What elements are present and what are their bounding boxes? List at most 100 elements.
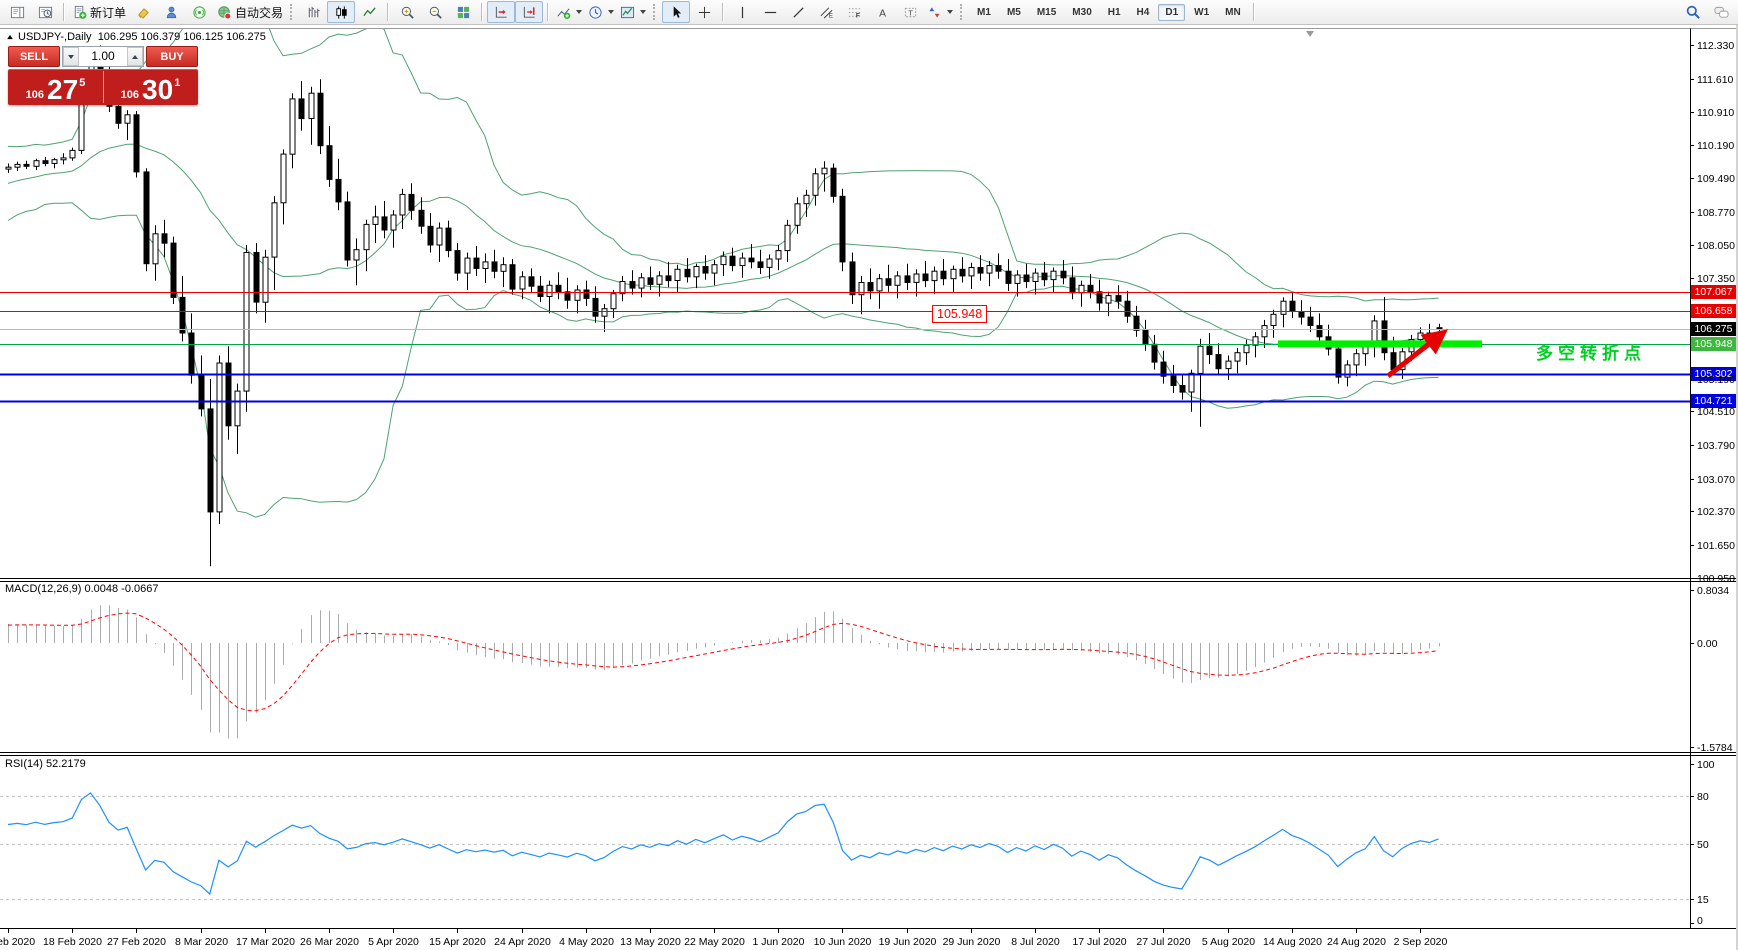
dropdown-caret bbox=[576, 10, 583, 14]
tab-timeframe-M15[interactable]: M15 bbox=[1036, 6, 1057, 18]
market-watch-button[interactable] bbox=[157, 1, 185, 23]
auto-scroll-button[interactable] bbox=[487, 1, 516, 23]
metaeditor-icon bbox=[136, 5, 151, 20]
templates-button[interactable] bbox=[617, 1, 649, 23]
vertical-line-icon bbox=[735, 5, 750, 20]
vertical-line-tool-button[interactable] bbox=[728, 1, 756, 23]
rsi-indicator-label: RSI(14) 52.2179 bbox=[5, 758, 86, 770]
tab-timeframe-M30[interactable]: M30 bbox=[1072, 6, 1092, 18]
zoom-out-button[interactable] bbox=[421, 1, 449, 23]
candlestick-mode-button[interactable] bbox=[327, 1, 356, 23]
arrow-objects-icon bbox=[927, 5, 942, 20]
symbol-period-label: USDJPY-,Daily bbox=[18, 31, 92, 43]
support-price-label[interactable]: 105.948 bbox=[932, 305, 988, 323]
toolbar-grip bbox=[960, 4, 965, 20]
cursor-tool-button[interactable] bbox=[662, 1, 691, 23]
text-tool-button[interactable]: A bbox=[868, 1, 896, 23]
tab-timeframe-D1[interactable]: D1 bbox=[1158, 3, 1186, 21]
tab-timeframe-H1[interactable]: H1 bbox=[1107, 6, 1121, 18]
channel-tool-button[interactable]: E bbox=[812, 1, 840, 23]
tab-timeframe-W1[interactable]: W1 bbox=[1194, 6, 1210, 18]
ohlc-readout: 106.295 106.379 106.125 106.275 bbox=[97, 31, 266, 43]
search-button[interactable] bbox=[1679, 1, 1707, 23]
buy-price-handle: 106 bbox=[120, 88, 140, 101]
text-label-tool-button[interactable]: T bbox=[896, 1, 924, 23]
buy-price-pip-digit: 1 bbox=[174, 77, 181, 89]
timeframe-group: M1 M5 M15 M30 H1 H4 D1 W1 MN bbox=[969, 3, 1249, 21]
chart-shift-marker-icon[interactable] bbox=[1306, 31, 1314, 37]
one-click-trading-panel: SELL 1.00 BUY 106 27 5 106 30 1 bbox=[8, 46, 198, 105]
sell-price-pip-digit: 5 bbox=[79, 77, 86, 89]
toolbar-separator bbox=[547, 3, 550, 21]
new-order-button[interactable]: 新订单 bbox=[69, 1, 129, 23]
text-icon: A bbox=[875, 5, 890, 20]
chat-icon bbox=[1713, 5, 1730, 20]
buy-price-big-digits: 30 bbox=[142, 73, 174, 105]
line-chart-icon bbox=[362, 5, 377, 20]
bar-chart-mode-button[interactable] bbox=[299, 1, 327, 23]
volume-decrease-button[interactable] bbox=[63, 47, 79, 66]
triangle-down-icon bbox=[68, 54, 74, 59]
dropdown-caret bbox=[947, 10, 954, 14]
svg-text:E: E bbox=[828, 12, 832, 19]
toolbar-separator bbox=[481, 3, 484, 21]
buy-price[interactable]: 106 30 1 bbox=[103, 69, 198, 105]
periods-button[interactable] bbox=[585, 1, 617, 23]
svg-text:F: F bbox=[855, 12, 859, 19]
arrows-tool-button[interactable] bbox=[924, 1, 956, 23]
metaeditor-button[interactable] bbox=[129, 1, 157, 23]
cursor-icon bbox=[669, 5, 684, 20]
toolbar-separator bbox=[1252, 3, 1255, 21]
chat-button[interactable] bbox=[1707, 1, 1735, 23]
text-label-icon: T bbox=[903, 5, 918, 20]
autotrading-button[interactable]: 自动交易 bbox=[213, 1, 286, 23]
toolbar-grip bbox=[653, 4, 658, 20]
sell-button[interactable]: SELL bbox=[8, 46, 60, 67]
tab-timeframe-H4[interactable]: H4 bbox=[1136, 6, 1150, 18]
dropdown-caret bbox=[608, 10, 615, 14]
autotrading-icon bbox=[216, 5, 232, 20]
tile-windows-button[interactable] bbox=[449, 1, 477, 23]
main-toolbar: 新订单 自动交易 E F A T bbox=[0, 0, 1738, 25]
indicators-button[interactable] bbox=[553, 1, 585, 23]
zoom-in-button[interactable] bbox=[393, 1, 421, 23]
crosshair-icon bbox=[697, 5, 712, 20]
horizontal-line-icon bbox=[763, 5, 778, 20]
bar-chart-icon bbox=[306, 5, 321, 20]
sell-price-big-digits: 27 bbox=[47, 73, 79, 105]
chart-shift-button[interactable] bbox=[515, 1, 544, 23]
line-chart-mode-button[interactable] bbox=[355, 1, 383, 23]
tile-windows-icon bbox=[456, 5, 471, 20]
tab-timeframe-M5[interactable]: M5 bbox=[1006, 6, 1021, 18]
charts-window-button[interactable] bbox=[3, 1, 31, 23]
signals-button[interactable] bbox=[185, 1, 213, 23]
volume-input[interactable]: 1.00 bbox=[91, 49, 115, 63]
autotrading-label: 自动交易 bbox=[235, 5, 284, 20]
toolbar-grip bbox=[290, 4, 295, 20]
new-order-label: 新订单 bbox=[90, 5, 127, 20]
chart-profile-icon bbox=[38, 5, 53, 20]
signal-icon bbox=[192, 5, 207, 20]
indicators-icon bbox=[556, 5, 571, 20]
fibonacci-tool-button[interactable]: F bbox=[840, 1, 868, 23]
auto-scroll-icon bbox=[494, 5, 509, 20]
tab-timeframe-M1[interactable]: M1 bbox=[977, 6, 991, 18]
volume-increase-button[interactable] bbox=[127, 47, 143, 66]
collapse-arrow-icon[interactable] bbox=[7, 34, 13, 40]
trendline-icon bbox=[791, 5, 806, 20]
tab-timeframe-MN[interactable]: MN bbox=[1225, 6, 1241, 18]
sell-price[interactable]: 106 27 5 bbox=[8, 69, 103, 105]
sell-price-handle: 106 bbox=[25, 88, 45, 101]
trendline-tool-button[interactable] bbox=[784, 1, 812, 23]
buy-button[interactable]: BUY bbox=[146, 46, 198, 67]
bid-ask-display: 106 27 5 106 30 1 bbox=[8, 69, 198, 105]
profiles-button[interactable] bbox=[31, 1, 59, 23]
equidistant-channel-icon: E bbox=[819, 5, 834, 20]
candlestick-icon bbox=[334, 5, 349, 20]
turning-point-annotation[interactable]: 多空转折点 bbox=[1536, 344, 1646, 363]
crosshair-tool-button[interactable] bbox=[690, 1, 718, 23]
horizontal-line-tool-button[interactable] bbox=[756, 1, 784, 23]
toolbar-separator bbox=[722, 3, 725, 21]
